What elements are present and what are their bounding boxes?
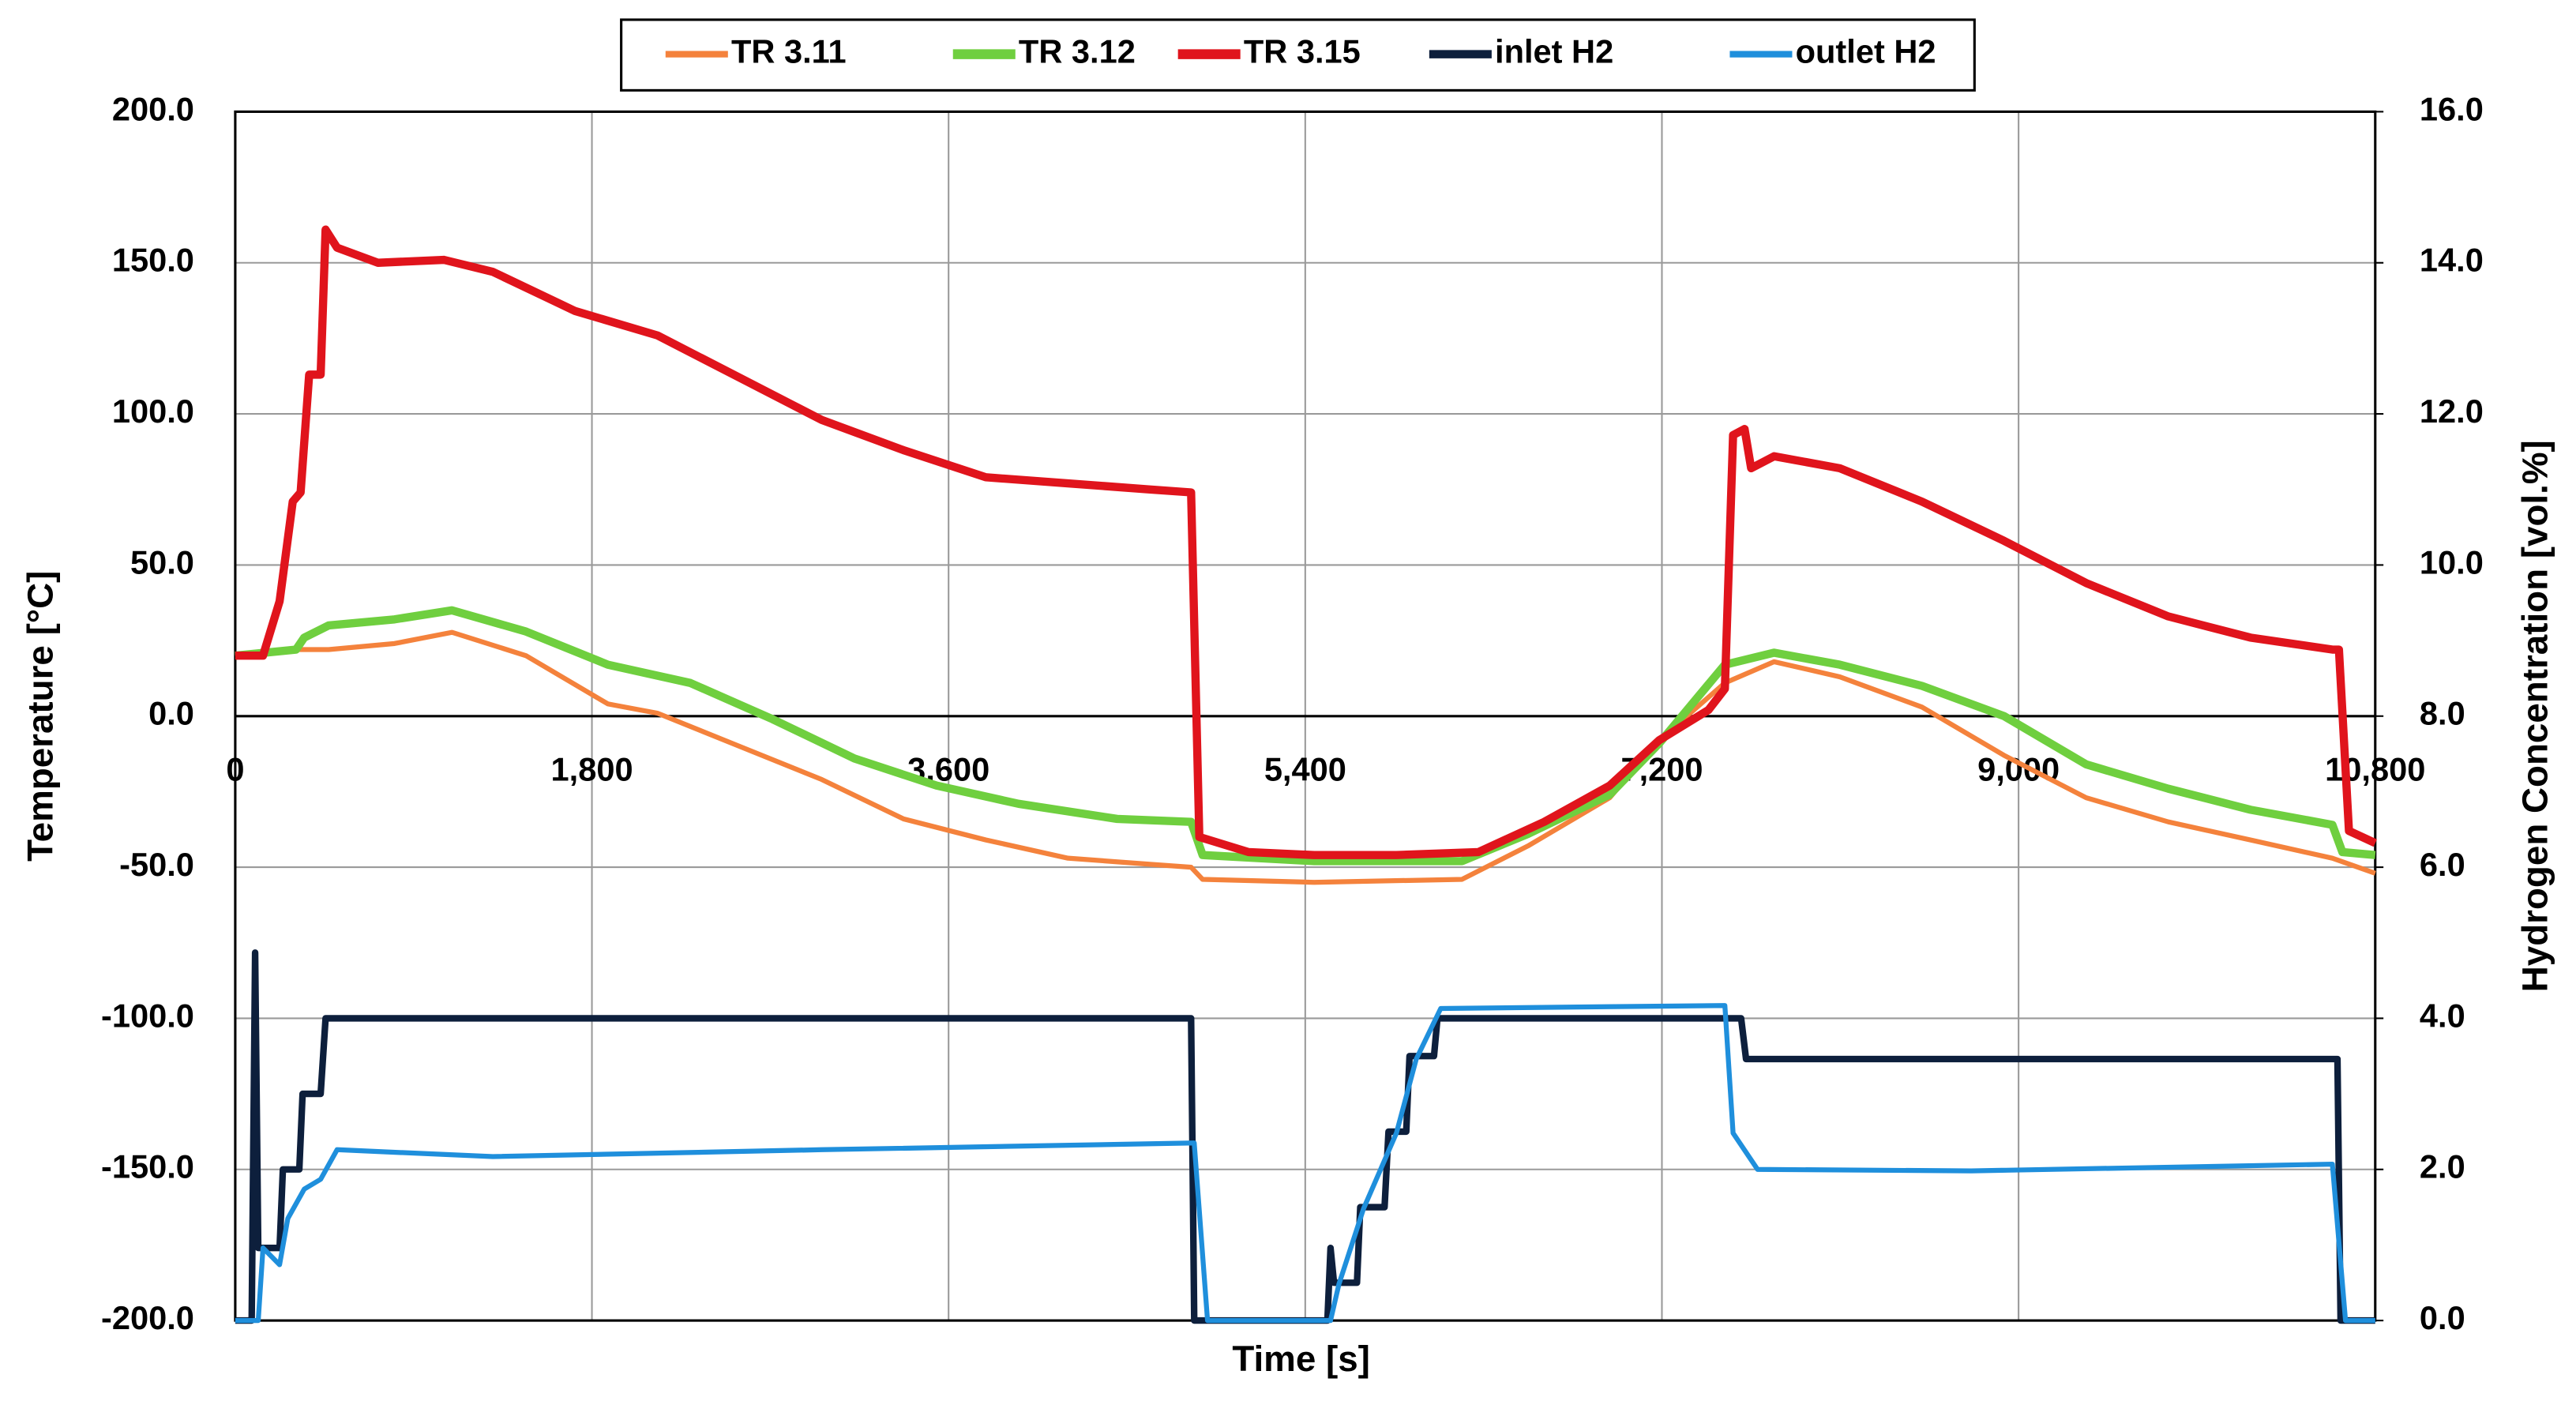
y2-tick-label: 4.0 — [2420, 997, 2465, 1034]
x-tick-label: 1,800 — [551, 750, 633, 787]
x-tick-label: 5,400 — [1264, 750, 1346, 787]
series-line — [235, 629, 2376, 885]
legend-label: TR 3.15 — [1244, 33, 1361, 70]
y-tick-label: 100.0 — [112, 393, 194, 430]
y2-tick-label: 14.0 — [2420, 242, 2484, 279]
legend-label: TR 3.11 — [731, 33, 847, 70]
y-tick-label: -100.0 — [101, 997, 194, 1034]
y-tick-label: 200.0 — [112, 90, 194, 127]
y-tick-label: 150.0 — [112, 242, 194, 279]
y-tick-label: -150.0 — [101, 1148, 194, 1185]
y2-axis-title: Hydrogen Concentration [vol.%] — [2515, 440, 2555, 992]
series-line — [235, 949, 2375, 1324]
legend-label: TR 3.12 — [1019, 33, 1136, 70]
y-tick-label: 50.0 — [130, 543, 194, 580]
legend-label: outlet H2 — [1796, 33, 1936, 70]
series-line — [235, 1003, 2375, 1324]
y-tick-label: -200.0 — [101, 1299, 194, 1336]
y2-tick-label: 0.0 — [2420, 1299, 2465, 1336]
series-line — [235, 225, 2377, 859]
y2-tick-label: 16.0 — [2420, 90, 2484, 127]
y2-tick-label: 12.0 — [2420, 393, 2484, 430]
y-tick-label: -50.0 — [119, 846, 194, 883]
x-axis-title: Time [s] — [1232, 1339, 1370, 1379]
y-axis-title: Temperature [°C] — [21, 571, 61, 862]
y2-tick-label: 10.0 — [2420, 543, 2484, 580]
x-tick-label: 9,000 — [1977, 750, 2060, 787]
series-line — [235, 606, 2376, 866]
legend-label: inlet H2 — [1495, 33, 1613, 70]
y2-tick-label: 8.0 — [2420, 695, 2465, 732]
y-tick-label: 0.0 — [148, 695, 194, 732]
y2-tick-label: 2.0 — [2420, 1148, 2465, 1185]
y2-tick-label: 6.0 — [2420, 846, 2465, 883]
